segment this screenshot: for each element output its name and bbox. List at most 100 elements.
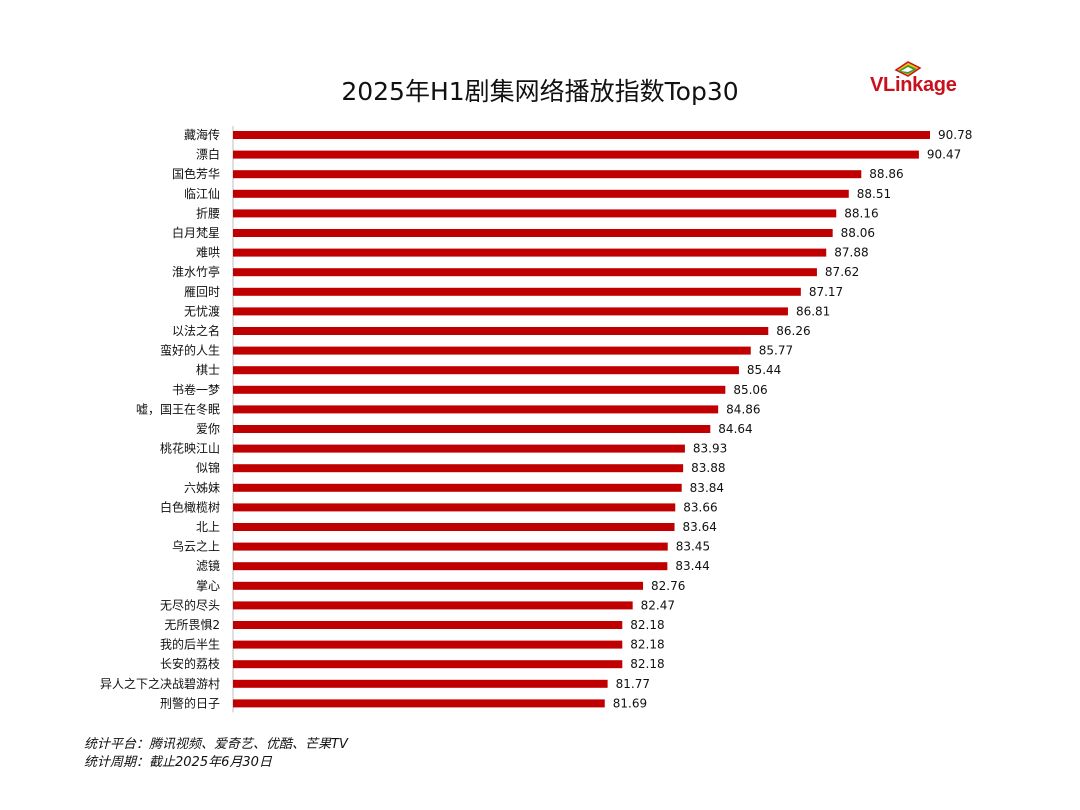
value-label-22: 83.45 xyxy=(676,540,710,554)
bar-5 xyxy=(233,209,837,218)
category-label-18: 似锦 xyxy=(196,461,220,475)
bar-29 xyxy=(233,679,608,688)
bar-19 xyxy=(233,483,682,492)
category-label-12: 蛮好的人生 xyxy=(160,343,220,358)
bar-9 xyxy=(233,287,801,296)
value-labels-group: 90.78 90.47 88.86 88.51 88.16 88.06 87.88 87.62… xyxy=(613,128,973,710)
logo-text-rest: inkage xyxy=(894,74,957,96)
value-label-8: 87.62 xyxy=(825,265,859,279)
bar-6 xyxy=(233,229,833,237)
bar-12 xyxy=(233,346,751,355)
value-label-12: 85.77 xyxy=(759,344,793,358)
value-label-3: 88.86 xyxy=(869,167,903,181)
category-label-11: 以法之名 xyxy=(172,323,220,338)
bars-group xyxy=(233,131,930,708)
value-label-11: 86.26 xyxy=(776,324,810,338)
category-label-17: 桃花映江山 xyxy=(160,441,220,456)
chart-title: 2025年H1剧集网络播放指数Top30 xyxy=(341,77,739,106)
bar-30 xyxy=(233,699,605,708)
value-label-5: 88.16 xyxy=(844,206,878,220)
footer-notes: 统计平台：腾讯视频、爱奇艺、优酷、芒果TV 统计周期：截止2025年6月30日 xyxy=(84,736,348,772)
category-label-6: 白月梵星 xyxy=(172,225,220,240)
bar-18 xyxy=(233,464,684,473)
category-label-1: 藏海传 xyxy=(184,127,220,142)
category-label-22: 乌云之上 xyxy=(172,539,220,554)
bar-13 xyxy=(233,366,739,375)
category-label-19: 六姊妹 xyxy=(184,481,220,495)
bar-21 xyxy=(233,523,675,531)
category-label-16: 爱你 xyxy=(196,422,220,436)
value-label-17: 83.93 xyxy=(693,442,727,456)
category-label-20: 白色橄榄树 xyxy=(160,499,220,514)
category-label-28: 长安的荔枝 xyxy=(160,656,220,671)
bar-8 xyxy=(233,268,817,277)
value-label-2: 90.47 xyxy=(927,148,961,162)
bar-14 xyxy=(233,385,726,394)
category-label-23: 滤镜 xyxy=(196,558,220,573)
value-label-6: 88.06 xyxy=(841,226,875,240)
category-label-26: 无所畏惧2 xyxy=(164,617,220,632)
category-label-10: 无忧渡 xyxy=(184,303,220,318)
footer-platform: 统计平台：腾讯视频、爱奇艺、优酷、芒果TV xyxy=(84,737,348,752)
value-label-20: 83.66 xyxy=(683,500,717,514)
category-label-15: 嘘，国王在冬眠 xyxy=(136,401,220,416)
value-label-26: 82.18 xyxy=(630,618,664,632)
value-label-30: 81.69 xyxy=(613,696,647,710)
bar-27 xyxy=(233,640,623,649)
category-label-5: 折腰 xyxy=(196,205,220,220)
category-label-14: 书卷一梦 xyxy=(172,382,220,397)
bar-16 xyxy=(233,425,711,433)
value-label-14: 85.06 xyxy=(733,383,767,397)
bar-1 xyxy=(233,131,930,139)
footer-period: 统计周期：截止2025年6月30日 xyxy=(84,755,272,770)
bar-15 xyxy=(233,405,719,414)
category-labels-group: 藏海传漂白国色芳华临江仙折腰白月梵星难哄淮水竹亭雁回时无忧渡以法之名蛮好的人生棋… xyxy=(100,127,220,710)
category-label-3: 国色芳华 xyxy=(172,167,220,181)
value-label-15: 84.86 xyxy=(726,402,760,416)
value-label-23: 83.44 xyxy=(675,559,709,573)
category-label-24: 掌心 xyxy=(196,579,220,593)
category-label-4: 临江仙 xyxy=(184,187,220,201)
category-label-13: 棋士 xyxy=(196,363,220,377)
value-label-4: 88.51 xyxy=(857,187,891,201)
value-label-16: 84.64 xyxy=(718,422,752,436)
category-label-2: 漂白 xyxy=(196,147,220,162)
value-label-19: 83.84 xyxy=(690,481,724,495)
value-label-24: 82.76 xyxy=(651,579,685,593)
value-label-13: 85.44 xyxy=(747,363,781,377)
value-label-25: 82.47 xyxy=(641,598,675,612)
bar-7 xyxy=(233,248,827,257)
category-label-7: 难哄 xyxy=(196,246,220,260)
bar-20 xyxy=(233,503,676,512)
value-label-9: 87.17 xyxy=(809,285,843,299)
logo-wordmark: VLinkage xyxy=(870,74,957,97)
category-label-8: 淮水竹亭 xyxy=(172,264,220,279)
value-label-18: 83.88 xyxy=(691,461,725,475)
value-label-27: 82.18 xyxy=(630,638,664,652)
value-label-29: 81.77 xyxy=(616,677,650,691)
bar-26 xyxy=(233,621,623,629)
bar-11 xyxy=(233,327,769,335)
value-label-10: 86.81 xyxy=(796,304,830,318)
category-label-9: 雁回时 xyxy=(184,285,220,299)
value-label-28: 82.18 xyxy=(630,657,664,671)
value-label-7: 87.88 xyxy=(834,246,868,260)
category-label-27: 我的后半生 xyxy=(160,637,220,652)
category-label-21: 北上 xyxy=(196,520,220,534)
bar-4 xyxy=(233,189,849,198)
category-label-30: 刑警的日子 xyxy=(160,695,220,710)
bar-17 xyxy=(233,444,685,453)
category-label-25: 无尽的尽头 xyxy=(160,597,220,612)
bar-3 xyxy=(233,170,862,179)
bar-23 xyxy=(233,562,668,571)
logo-mark-icon xyxy=(894,61,922,77)
bar-22 xyxy=(233,542,668,551)
bar-25 xyxy=(233,601,633,610)
bar-10 xyxy=(233,307,788,316)
logo-text-v: VL xyxy=(870,74,895,96)
value-label-21: 83.64 xyxy=(683,520,717,534)
bar-24 xyxy=(233,581,644,590)
bar-2 xyxy=(233,150,919,159)
value-label-1: 90.78 xyxy=(938,128,972,142)
